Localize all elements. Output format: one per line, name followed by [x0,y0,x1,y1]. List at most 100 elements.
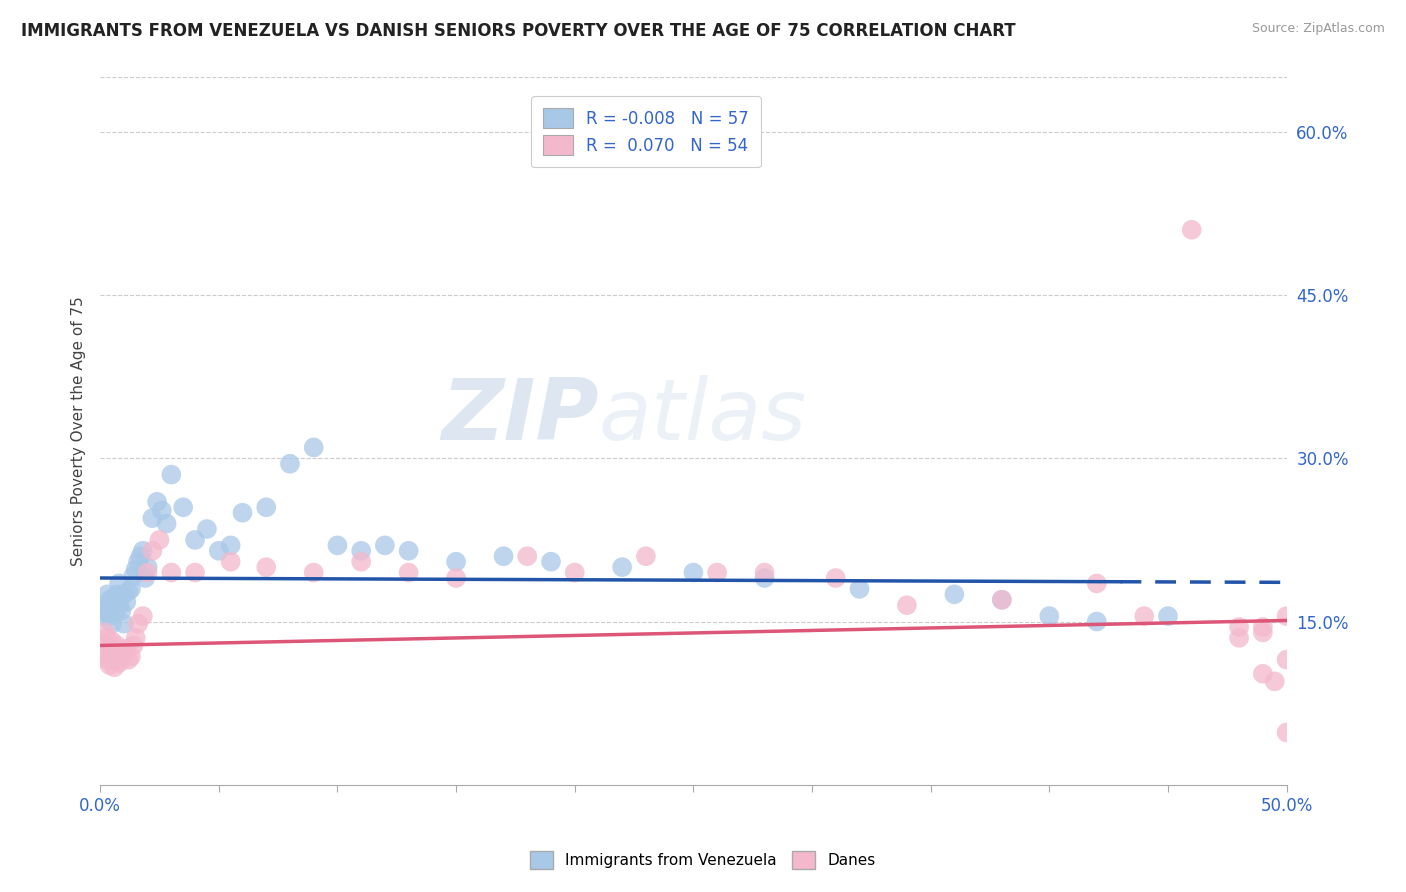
Point [1085,615,1108,629]
Point [96,587,118,601]
Text: atlas: atlas [599,376,807,458]
Point [94,625,117,640]
Point [302,566,325,580]
Point [96,631,118,645]
Point [398,566,420,580]
Point [516,549,538,564]
Point [127,555,149,569]
Point [350,543,373,558]
Point [103,660,125,674]
Point [98,609,121,624]
Point [105,639,128,653]
Point [94,647,117,661]
Point [122,639,145,653]
Point [1275,652,1298,666]
Point [105,587,128,601]
Point [117,584,139,599]
Point [141,511,163,525]
Point [492,549,515,564]
Point [110,604,132,618]
Point [108,598,131,612]
Point [444,555,467,569]
Point [155,516,177,531]
Point [754,571,776,585]
Point [208,543,231,558]
Point [302,441,325,455]
Point [91,609,114,624]
Point [398,543,420,558]
Point [706,566,728,580]
Point [564,566,586,580]
Point [991,592,1014,607]
Point [112,647,135,661]
Point [219,555,242,569]
Point [103,591,125,605]
Point [444,571,467,585]
Point [103,606,125,620]
Point [1251,620,1274,634]
Point [374,538,396,552]
Text: Source: ZipAtlas.com: Source: ZipAtlas.com [1251,22,1385,36]
Point [326,538,349,552]
Point [540,555,562,569]
Point [146,495,169,509]
Point [160,467,183,482]
Point [136,566,159,580]
Point [122,569,145,583]
Point [91,636,114,650]
Point [254,560,277,574]
Point [184,533,207,547]
Point [1085,576,1108,591]
Point [634,549,657,564]
Point [278,457,301,471]
Point [101,634,124,648]
Point [134,571,156,585]
Point [120,582,142,596]
Point [125,562,148,576]
Point [1133,609,1156,624]
Point [612,560,634,574]
Point [848,582,870,596]
Point [132,609,155,624]
Point [120,649,142,664]
Point [172,500,194,515]
Point [132,543,155,558]
Point [350,555,373,569]
Point [1251,666,1274,681]
Point [754,566,776,580]
Point [105,601,128,615]
Point [101,649,124,664]
Point [112,616,135,631]
Point [101,616,124,631]
Point [103,645,125,659]
Point [136,560,159,574]
Point [98,592,121,607]
Point [127,616,149,631]
Y-axis label: Seniors Poverty Over the Age of 75: Seniors Poverty Over the Age of 75 [72,296,86,566]
Point [1157,609,1180,624]
Point [1038,609,1060,624]
Point [115,641,138,656]
Point [115,595,138,609]
Point [150,503,173,517]
Legend: Immigrants from Venezuela, Danes: Immigrants from Venezuela, Danes [524,845,882,875]
Point [112,587,135,601]
Point [1275,725,1298,739]
Point [108,576,131,591]
Point [1181,223,1204,237]
Point [991,592,1014,607]
Point [1275,609,1298,624]
Point [896,598,918,612]
Point [254,500,277,515]
Point [1227,620,1250,634]
Point [96,598,118,612]
Point [108,656,131,670]
Point [148,533,170,547]
Point [98,658,121,673]
Point [682,566,704,580]
Point [98,641,121,656]
Point [105,652,128,666]
Point [96,652,118,666]
Point [824,571,846,585]
Text: ZIP: ZIP [441,376,599,458]
